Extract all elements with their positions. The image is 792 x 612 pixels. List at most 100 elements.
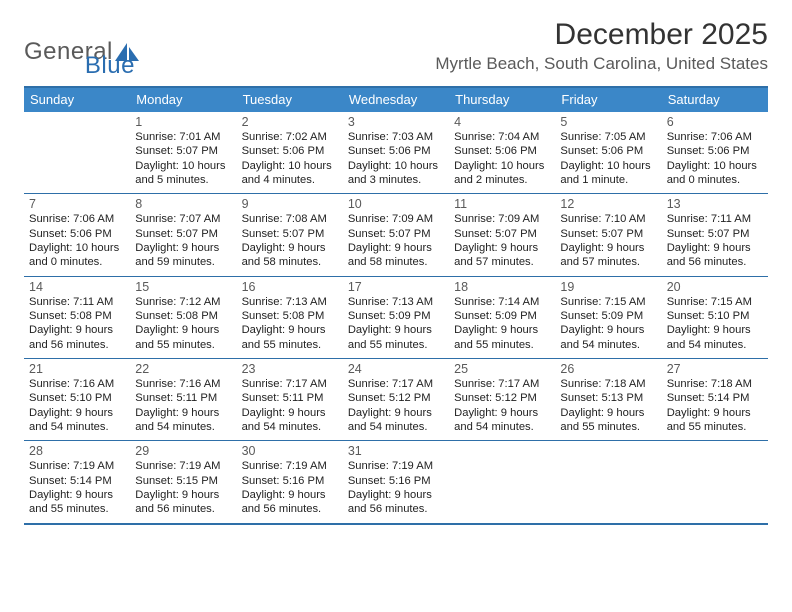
daylight-line: Daylight: 9 hours: [242, 488, 338, 502]
sunset-line: Sunset: 5:15 PM: [135, 474, 231, 488]
daylight-line: and 58 minutes.: [348, 255, 444, 269]
daylight-line: and 55 minutes.: [242, 338, 338, 352]
daylight-line: and 55 minutes.: [348, 338, 444, 352]
daylight-line: and 56 minutes.: [29, 338, 125, 352]
calendar-cell: 26Sunrise: 7:18 AMSunset: 5:13 PMDayligh…: [555, 359, 661, 440]
sunset-line: Sunset: 5:08 PM: [29, 309, 125, 323]
daylight-line: and 55 minutes.: [454, 338, 550, 352]
sunrise-line: Sunrise: 7:13 AM: [348, 295, 444, 309]
day-number: 20: [667, 280, 763, 294]
calendar-cell: 31Sunrise: 7:19 AMSunset: 5:16 PMDayligh…: [343, 441, 449, 522]
sunrise-line: Sunrise: 7:07 AM: [135, 212, 231, 226]
daylight-line: and 4 minutes.: [242, 173, 338, 187]
daylight-line: Daylight: 9 hours: [242, 406, 338, 420]
daylight-line: Daylight: 9 hours: [454, 406, 550, 420]
day-number: 10: [348, 197, 444, 211]
daylight-line: and 54 minutes.: [135, 420, 231, 434]
day-number: 14: [29, 280, 125, 294]
daylight-line: Daylight: 9 hours: [560, 241, 656, 255]
calendar-cell: [662, 441, 768, 522]
daylight-line: and 3 minutes.: [348, 173, 444, 187]
calendar-header-cell: Tuesday: [237, 88, 343, 112]
sunset-line: Sunset: 5:09 PM: [454, 309, 550, 323]
sunset-line: Sunset: 5:07 PM: [135, 144, 231, 158]
title-block: December 2025 Myrtle Beach, South Caroli…: [435, 18, 768, 74]
calendar-row: 1Sunrise: 7:01 AMSunset: 5:07 PMDaylight…: [24, 112, 768, 193]
sunset-line: Sunset: 5:10 PM: [29, 391, 125, 405]
sunrise-line: Sunrise: 7:18 AM: [560, 377, 656, 391]
logo: General Blue: [24, 18, 135, 80]
sunrise-line: Sunrise: 7:19 AM: [242, 459, 338, 473]
sunset-line: Sunset: 5:08 PM: [135, 309, 231, 323]
sunset-line: Sunset: 5:13 PM: [560, 391, 656, 405]
daylight-line: and 56 minutes.: [242, 502, 338, 516]
daylight-line: Daylight: 9 hours: [560, 406, 656, 420]
daylight-line: and 55 minutes.: [560, 420, 656, 434]
sunset-line: Sunset: 5:11 PM: [135, 391, 231, 405]
sunset-line: Sunset: 5:07 PM: [667, 227, 763, 241]
day-number: 12: [560, 197, 656, 211]
sunrise-line: Sunrise: 7:13 AM: [242, 295, 338, 309]
sunrise-line: Sunrise: 7:17 AM: [348, 377, 444, 391]
calendar-header-cell: Friday: [555, 88, 661, 112]
calendar-cell: 11Sunrise: 7:09 AMSunset: 5:07 PMDayligh…: [449, 194, 555, 275]
sunrise-line: Sunrise: 7:06 AM: [667, 130, 763, 144]
daylight-line: and 57 minutes.: [454, 255, 550, 269]
daylight-line: and 56 minutes.: [135, 502, 231, 516]
sunrise-line: Sunrise: 7:10 AM: [560, 212, 656, 226]
day-number: 24: [348, 362, 444, 376]
calendar-cell: 9Sunrise: 7:08 AMSunset: 5:07 PMDaylight…: [237, 194, 343, 275]
calendar-cell: 18Sunrise: 7:14 AMSunset: 5:09 PMDayligh…: [449, 277, 555, 358]
calendar-row: 14Sunrise: 7:11 AMSunset: 5:08 PMDayligh…: [24, 276, 768, 358]
sunrise-line: Sunrise: 7:06 AM: [29, 212, 125, 226]
day-number: 18: [454, 280, 550, 294]
sunrise-line: Sunrise: 7:16 AM: [29, 377, 125, 391]
day-number: 22: [135, 362, 231, 376]
day-number: 31: [348, 444, 444, 458]
calendar-cell: [24, 112, 130, 193]
daylight-line: Daylight: 9 hours: [29, 323, 125, 337]
sunrise-line: Sunrise: 7:03 AM: [348, 130, 444, 144]
daylight-line: and 57 minutes.: [560, 255, 656, 269]
calendar-cell: 30Sunrise: 7:19 AMSunset: 5:16 PMDayligh…: [237, 441, 343, 522]
calendar-cell: 4Sunrise: 7:04 AMSunset: 5:06 PMDaylight…: [449, 112, 555, 193]
sunrise-line: Sunrise: 7:19 AM: [29, 459, 125, 473]
calendar-cell: 28Sunrise: 7:19 AMSunset: 5:14 PMDayligh…: [24, 441, 130, 522]
sunset-line: Sunset: 5:12 PM: [348, 391, 444, 405]
sunrise-line: Sunrise: 7:19 AM: [348, 459, 444, 473]
calendar-cell: 17Sunrise: 7:13 AMSunset: 5:09 PMDayligh…: [343, 277, 449, 358]
day-number: 23: [242, 362, 338, 376]
page: General Blue December 2025 Myrtle Beach,…: [0, 0, 792, 525]
sunset-line: Sunset: 5:14 PM: [29, 474, 125, 488]
calendar-row: 28Sunrise: 7:19 AMSunset: 5:14 PMDayligh…: [24, 440, 768, 522]
sunrise-line: Sunrise: 7:14 AM: [454, 295, 550, 309]
daylight-line: and 55 minutes.: [29, 502, 125, 516]
sunrise-line: Sunrise: 7:17 AM: [454, 377, 550, 391]
calendar-cell: 7Sunrise: 7:06 AMSunset: 5:06 PMDaylight…: [24, 194, 130, 275]
sunrise-line: Sunrise: 7:19 AM: [135, 459, 231, 473]
daylight-line: and 1 minute.: [560, 173, 656, 187]
daylight-line: Daylight: 10 hours: [560, 159, 656, 173]
calendar-cell: 3Sunrise: 7:03 AMSunset: 5:06 PMDaylight…: [343, 112, 449, 193]
sunrise-line: Sunrise: 7:18 AM: [667, 377, 763, 391]
daylight-line: Daylight: 9 hours: [242, 241, 338, 255]
calendar-cell: 14Sunrise: 7:11 AMSunset: 5:08 PMDayligh…: [24, 277, 130, 358]
sunset-line: Sunset: 5:06 PM: [667, 144, 763, 158]
calendar: SundayMondayTuesdayWednesdayThursdayFrid…: [24, 86, 768, 525]
calendar-cell: 27Sunrise: 7:18 AMSunset: 5:14 PMDayligh…: [662, 359, 768, 440]
calendar-cell: 25Sunrise: 7:17 AMSunset: 5:12 PMDayligh…: [449, 359, 555, 440]
calendar-cell: 8Sunrise: 7:07 AMSunset: 5:07 PMDaylight…: [130, 194, 236, 275]
daylight-line: and 5 minutes.: [135, 173, 231, 187]
logo-word2: Blue: [85, 52, 135, 80]
calendar-header-cell: Wednesday: [343, 88, 449, 112]
day-number: 16: [242, 280, 338, 294]
day-number: 4: [454, 115, 550, 129]
calendar-cell: 1Sunrise: 7:01 AMSunset: 5:07 PMDaylight…: [130, 112, 236, 193]
day-number: 19: [560, 280, 656, 294]
sunrise-line: Sunrise: 7:15 AM: [667, 295, 763, 309]
daylight-line: Daylight: 9 hours: [348, 488, 444, 502]
daylight-line: and 54 minutes.: [29, 420, 125, 434]
sunset-line: Sunset: 5:16 PM: [242, 474, 338, 488]
sunset-line: Sunset: 5:09 PM: [348, 309, 444, 323]
day-number: 26: [560, 362, 656, 376]
